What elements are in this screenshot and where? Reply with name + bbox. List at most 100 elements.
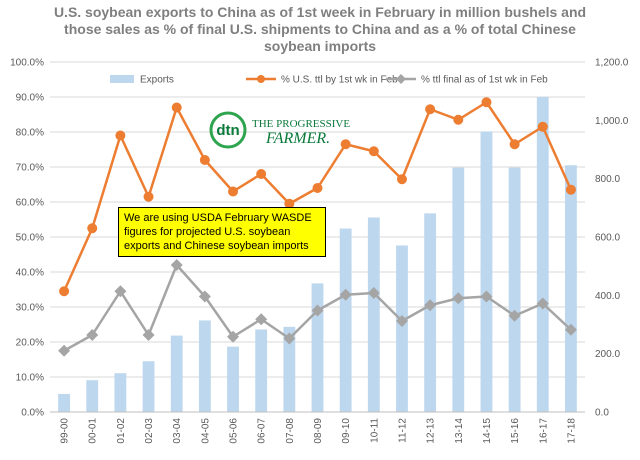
series-markers <box>58 97 577 357</box>
left-tick-label: 20.0% <box>16 338 44 349</box>
exports-bar <box>565 165 577 412</box>
data-point <box>537 121 548 132</box>
data-point <box>256 169 267 179</box>
left-tick-label: 30.0% <box>16 303 44 314</box>
x-tick-label: 04-05 <box>200 418 211 444</box>
data-point <box>59 286 70 297</box>
right-tick-label: 1,000.0 <box>595 116 629 127</box>
left-tick-label: 90.0% <box>16 93 44 104</box>
left-tick-label: 70.0% <box>16 163 44 174</box>
exports-bar <box>424 213 437 412</box>
data-point <box>509 139 520 150</box>
data-point <box>284 198 295 209</box>
exports-bar <box>170 335 183 412</box>
exports-bar <box>142 361 155 412</box>
tick-labels: 0.0% 10.0% 20.0% 30.0% 40.0% 50.0% 60.0% 70.0% 8… <box>10 58 629 444</box>
exports-bar <box>227 346 239 412</box>
legend-label: % ttl final as of 1st wk in Feb <box>421 75 548 86</box>
data-point <box>339 288 352 301</box>
data-point <box>367 287 380 299</box>
data-point <box>368 146 379 157</box>
left-tick-label: 80.0% <box>16 128 44 139</box>
chart-title: U.S. soybean exports to China as of 1st … <box>20 4 620 55</box>
x-tick-label: 05-06 <box>229 418 240 444</box>
data-point <box>425 104 436 115</box>
x-tick-label: 14-15 <box>482 418 493 444</box>
data-point <box>481 97 492 108</box>
x-tick-label: 16-17 <box>538 418 549 444</box>
data-point <box>199 155 210 165</box>
right-tick-label: 1,200.0 <box>595 58 629 69</box>
x-tick-label: 07-08 <box>285 418 296 444</box>
left-tick-label: 10.0% <box>16 373 44 384</box>
chart-title-line-2: those sales as % of final U.S. shipments… <box>64 21 576 37</box>
data-point <box>227 330 240 343</box>
x-tick-label: 12-13 <box>426 418 437 444</box>
data-point <box>87 223 98 234</box>
data-point <box>453 114 464 125</box>
right-tick-label: 0.0 <box>595 408 609 419</box>
data-point <box>114 285 127 298</box>
left-tick-label: 0.0% <box>21 408 44 419</box>
x-tick-label: 10-11 <box>369 418 380 443</box>
x-tick-label: 06-07 <box>257 418 268 444</box>
right-tick-label: 600.0 <box>595 233 620 244</box>
data-point <box>424 299 437 312</box>
data-point <box>142 329 155 341</box>
progressive-farmer-logo-line2: FARMER. <box>265 130 330 147</box>
data-point <box>565 184 576 195</box>
exports-bar <box>311 283 324 412</box>
legend-marker <box>257 75 265 83</box>
exports-bar <box>452 167 465 412</box>
dtn-logo-ring <box>209 111 247 149</box>
right-tick-label: 400.0 <box>595 291 620 302</box>
exports-bar <box>367 217 380 412</box>
x-tick-label: 00-01 <box>88 418 99 444</box>
x-tick-label: 15-16 <box>510 418 521 444</box>
exports-bar <box>283 326 296 412</box>
x-tick-label: 01-02 <box>116 418 127 444</box>
data-point <box>340 139 351 150</box>
data-point <box>311 304 324 317</box>
left-tick-label: 40.0% <box>16 268 44 279</box>
exports-bar <box>114 373 127 412</box>
exports-bar <box>508 167 521 412</box>
data-point <box>312 183 323 193</box>
data-point <box>396 174 407 185</box>
x-tick-label: 11-12 <box>397 418 408 443</box>
data-point <box>115 130 126 141</box>
legend-swatch <box>110 75 134 83</box>
x-tick-label: 03-04 <box>172 418 183 444</box>
data-point <box>198 290 211 303</box>
x-tick-label: 09-10 <box>341 418 352 444</box>
x-tick-label: 13-14 <box>454 418 465 444</box>
data-point <box>564 323 577 336</box>
data-point <box>228 186 239 197</box>
data-point <box>395 315 408 327</box>
data-point <box>170 259 183 271</box>
x-tick-label: 99-00 <box>60 418 71 444</box>
data-point <box>255 313 268 326</box>
chart-annotation: We are using USDA February WASDE figures… <box>118 207 326 257</box>
legend-label: % U.S. ttl by 1st wk in Feb <box>281 75 398 86</box>
data-point <box>480 290 493 303</box>
data-point <box>86 329 99 341</box>
data-point <box>171 102 182 113</box>
logo: dtn THE PROGRESSIVE FARMER. <box>209 111 350 149</box>
legend: Exports % U.S. ttl by 1st wk in Feb % ttl … <box>110 74 548 86</box>
left-tick-label: 60.0% <box>16 198 44 209</box>
exports-bar <box>536 97 549 412</box>
chart-title-line-1: U.S. soybean exports to China as of 1st … <box>53 4 587 20</box>
exports-bars <box>58 97 577 412</box>
legend-label: Exports <box>140 75 174 86</box>
right-tick-label: 800.0 <box>595 174 620 185</box>
data-point <box>452 292 465 305</box>
progressive-farmer-logo-line1: THE PROGRESSIVE <box>252 118 350 130</box>
exports-bar <box>480 131 493 412</box>
data-point <box>143 191 154 202</box>
x-tick-label: 17-18 <box>566 418 577 444</box>
data-point <box>536 297 549 310</box>
chart-title-line-3: soybean imports <box>263 38 377 54</box>
data-point <box>283 332 296 345</box>
